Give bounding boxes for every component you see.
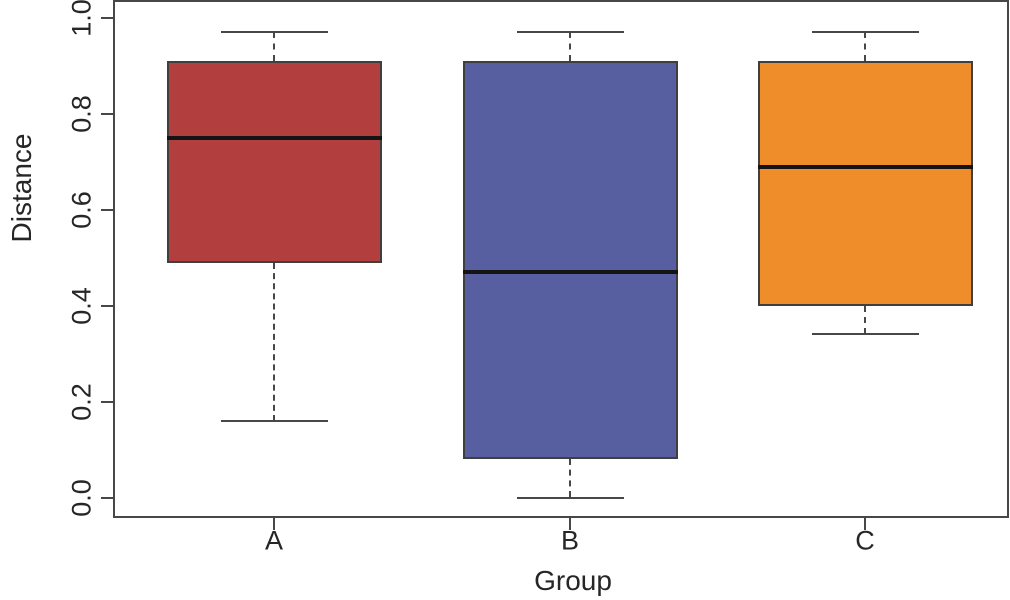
box-c [757, 61, 973, 306]
y-tick-label-0.0: 0.0 [66, 478, 97, 517]
whisker-upper-a [273, 32, 275, 62]
y-tick-0.0 [101, 496, 113, 499]
x-tick-a [273, 518, 275, 530]
x-tick-c [864, 518, 866, 530]
whisker-cap-top-c [811, 31, 919, 34]
median-line-c [757, 164, 973, 169]
whisker-upper-b [569, 32, 571, 62]
y-tick-label-0.6: 0.6 [66, 191, 97, 229]
median-line-b [462, 270, 678, 275]
whisker-cap-bottom-a [220, 419, 328, 422]
x-tick-label-b: B [560, 525, 580, 556]
y-tick-0.8 [101, 112, 113, 115]
whisker-lower-a [273, 262, 275, 421]
y-axis-title: Distance [6, 133, 37, 243]
box-b [462, 61, 678, 460]
y-tick-label-0.8: 0.8 [66, 95, 97, 133]
y-tick-label-0.4: 0.4 [66, 286, 97, 325]
whisker-cap-top-b [516, 31, 624, 34]
y-tick-0.4 [101, 304, 113, 307]
y-tick-label-1.0: 1.0 [66, 0, 97, 37]
whisker-lower-c [864, 305, 866, 335]
x-tick-label-a: A [264, 525, 284, 556]
x-axis-title: Group [534, 565, 612, 596]
whisker-lower-b [569, 459, 571, 498]
median-line-a [166, 135, 382, 140]
y-tick-label-0.2: 0.2 [66, 382, 97, 421]
y-tick-1.0 [101, 17, 113, 19]
box-a [166, 61, 382, 263]
x-tick-label-c: C [855, 525, 875, 556]
whisker-upper-c [864, 32, 866, 62]
whisker-cap-top-a [220, 31, 328, 34]
whisker-cap-bottom-c [811, 333, 919, 336]
x-tick-b [569, 518, 571, 530]
whisker-cap-bottom-b [516, 496, 624, 499]
y-tick-0.2 [101, 400, 113, 403]
y-tick-0.6 [101, 208, 113, 211]
